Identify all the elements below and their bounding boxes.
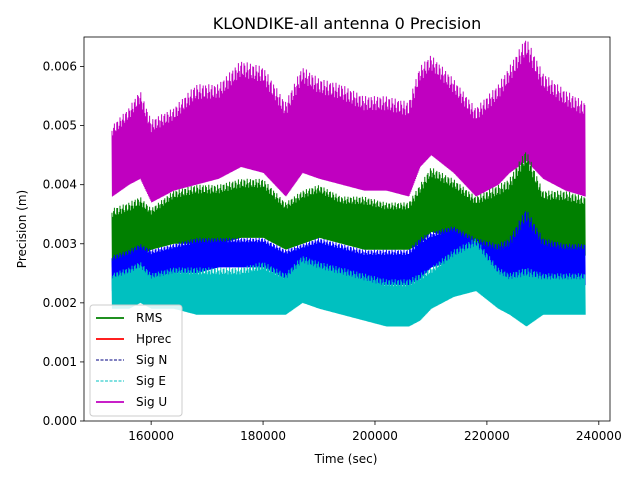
series-sig-e — [111, 238, 586, 327]
y-axis-label: Precision (m) — [15, 190, 29, 268]
legend-label-rms: RMS — [136, 311, 162, 325]
legend-label-sig-e: Sig E — [136, 374, 166, 388]
y-tick-label: 0.000 — [43, 414, 77, 428]
x-axis: 160000 180000 200000 220000 240000 — [128, 421, 622, 443]
x-tick-label: 240000 — [576, 429, 622, 443]
y-tick-label: 0.005 — [43, 119, 77, 133]
legend-label-hprec: Hprec — [136, 332, 171, 346]
legend: RMS Hprec Sig N Sig E Sig U — [89, 304, 183, 417]
y-tick-label: 0.004 — [43, 178, 77, 192]
legend-label-sig-u: Sig U — [136, 395, 167, 409]
y-tick-label: 0.002 — [43, 296, 77, 310]
y-axis: 0.000 0.001 0.002 0.003 0.004 0.005 0.006 — [43, 60, 84, 428]
x-tick-label: 200000 — [352, 429, 398, 443]
x-tick-label: 180000 — [240, 429, 286, 443]
series-layer — [111, 40, 586, 327]
x-tick-label: 220000 — [464, 429, 510, 443]
y-tick-label: 0.003 — [43, 237, 77, 251]
legend-label-sig-n: Sig N — [136, 353, 167, 367]
plot-frame — [83, 36, 611, 422]
x-tick-label: 160000 — [128, 429, 174, 443]
y-tick-label: 0.006 — [43, 60, 77, 74]
series-sig-u — [111, 40, 586, 203]
x-axis-label: Time (sec) — [314, 452, 378, 466]
series-rms — [111, 152, 586, 268]
legend-box — [89, 304, 183, 417]
y-tick-label: 0.001 — [43, 355, 77, 369]
chart-title: KLONDIKE-all antenna 0 Precision — [213, 14, 481, 33]
